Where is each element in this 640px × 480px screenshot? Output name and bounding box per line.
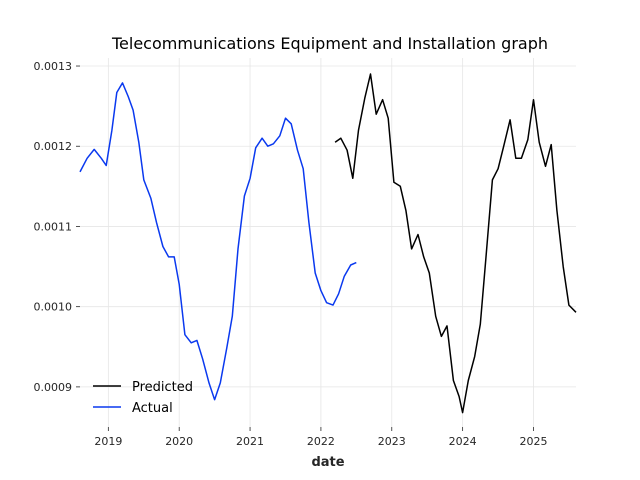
x-axis-ticks: 2019 2020 2021 2022 2023 2024 2025 — [94, 427, 547, 448]
x-tick-label: 2025 — [519, 435, 547, 448]
x-tick-label: 2022 — [307, 435, 335, 448]
chart-title: Telecommunications Equipment and Install… — [111, 34, 548, 53]
y-tick-label: 0.0012 — [34, 140, 73, 153]
series-line-actual — [79, 82, 357, 401]
series-lines — [79, 73, 577, 414]
legend: Predicted Actual — [93, 380, 193, 416]
y-axis-ticks: 0.0009 0.0010 0.0011 0.0012 0.0013 — [34, 60, 80, 394]
y-tick-label: 0.0010 — [34, 301, 73, 314]
legend-label-predicted: Predicted — [132, 380, 193, 395]
y-tick-label: 0.0011 — [34, 220, 73, 233]
y-tick-label: 0.0013 — [34, 60, 73, 73]
y-tick-label: 0.0009 — [34, 381, 73, 394]
x-tick-label: 2024 — [449, 435, 477, 448]
x-tick-label: 2023 — [378, 435, 406, 448]
grid-lines — [80, 58, 576, 427]
x-tick-label: 2020 — [165, 435, 193, 448]
series-line-predicted — [334, 73, 577, 414]
x-tick-label: 2019 — [94, 435, 122, 448]
legend-label-actual: Actual — [132, 401, 173, 416]
x-tick-label: 2021 — [236, 435, 264, 448]
x-axis-label: date — [311, 455, 344, 470]
